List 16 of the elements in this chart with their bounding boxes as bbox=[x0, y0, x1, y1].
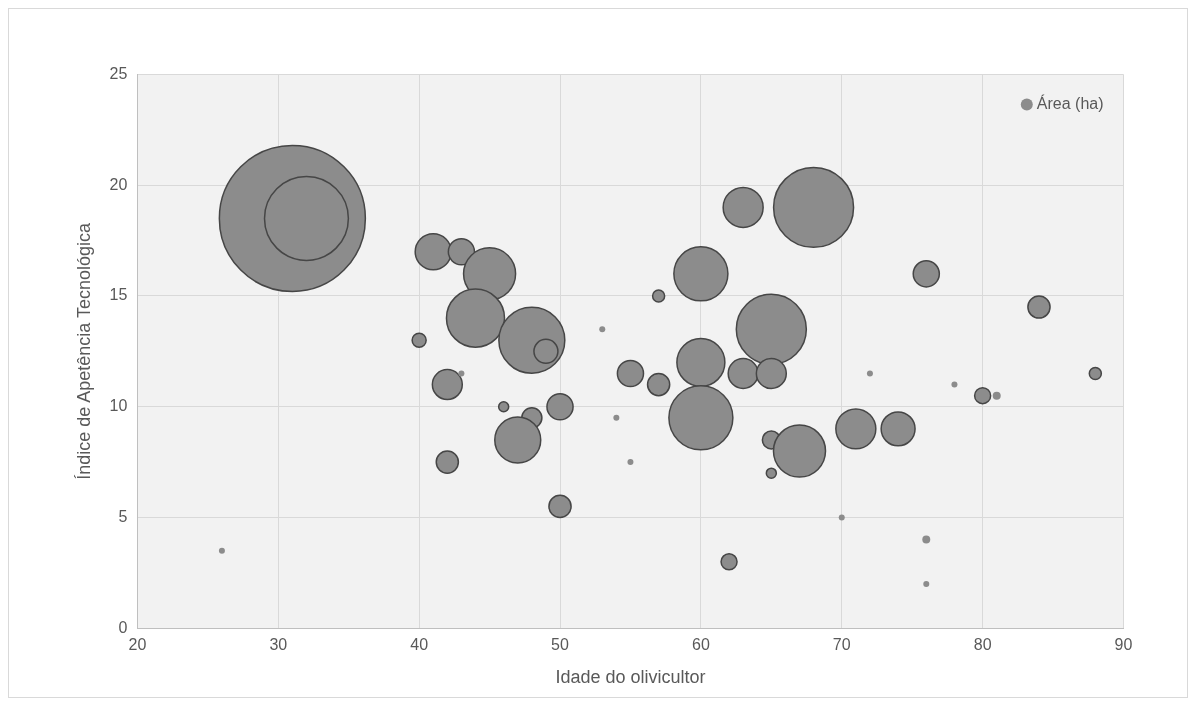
y-tick-label: 10 bbox=[109, 397, 128, 415]
x-tick-label: 70 bbox=[832, 636, 851, 654]
legend-label: Área (ha) bbox=[1036, 93, 1104, 112]
y-tick-label: 15 bbox=[109, 286, 128, 304]
x-tick-label: 30 bbox=[269, 636, 288, 654]
x-tick-label: 90 bbox=[1114, 636, 1133, 654]
x-axis-title: Idade do olivicultor bbox=[555, 667, 706, 688]
y-tick-label: 5 bbox=[118, 507, 128, 525]
y-tick-label: 0 bbox=[118, 618, 128, 636]
y-axis-title: Índice de Apetência Tecnológica bbox=[73, 221, 94, 480]
x-tick-label: 50 bbox=[551, 636, 570, 654]
x-tick-label: 60 bbox=[691, 636, 710, 654]
y-tick-label: 20 bbox=[109, 175, 128, 193]
y-tick-label: 25 bbox=[109, 64, 128, 82]
x-tick-label: 80 bbox=[973, 636, 992, 654]
x-tick-label: 40 bbox=[410, 636, 429, 654]
